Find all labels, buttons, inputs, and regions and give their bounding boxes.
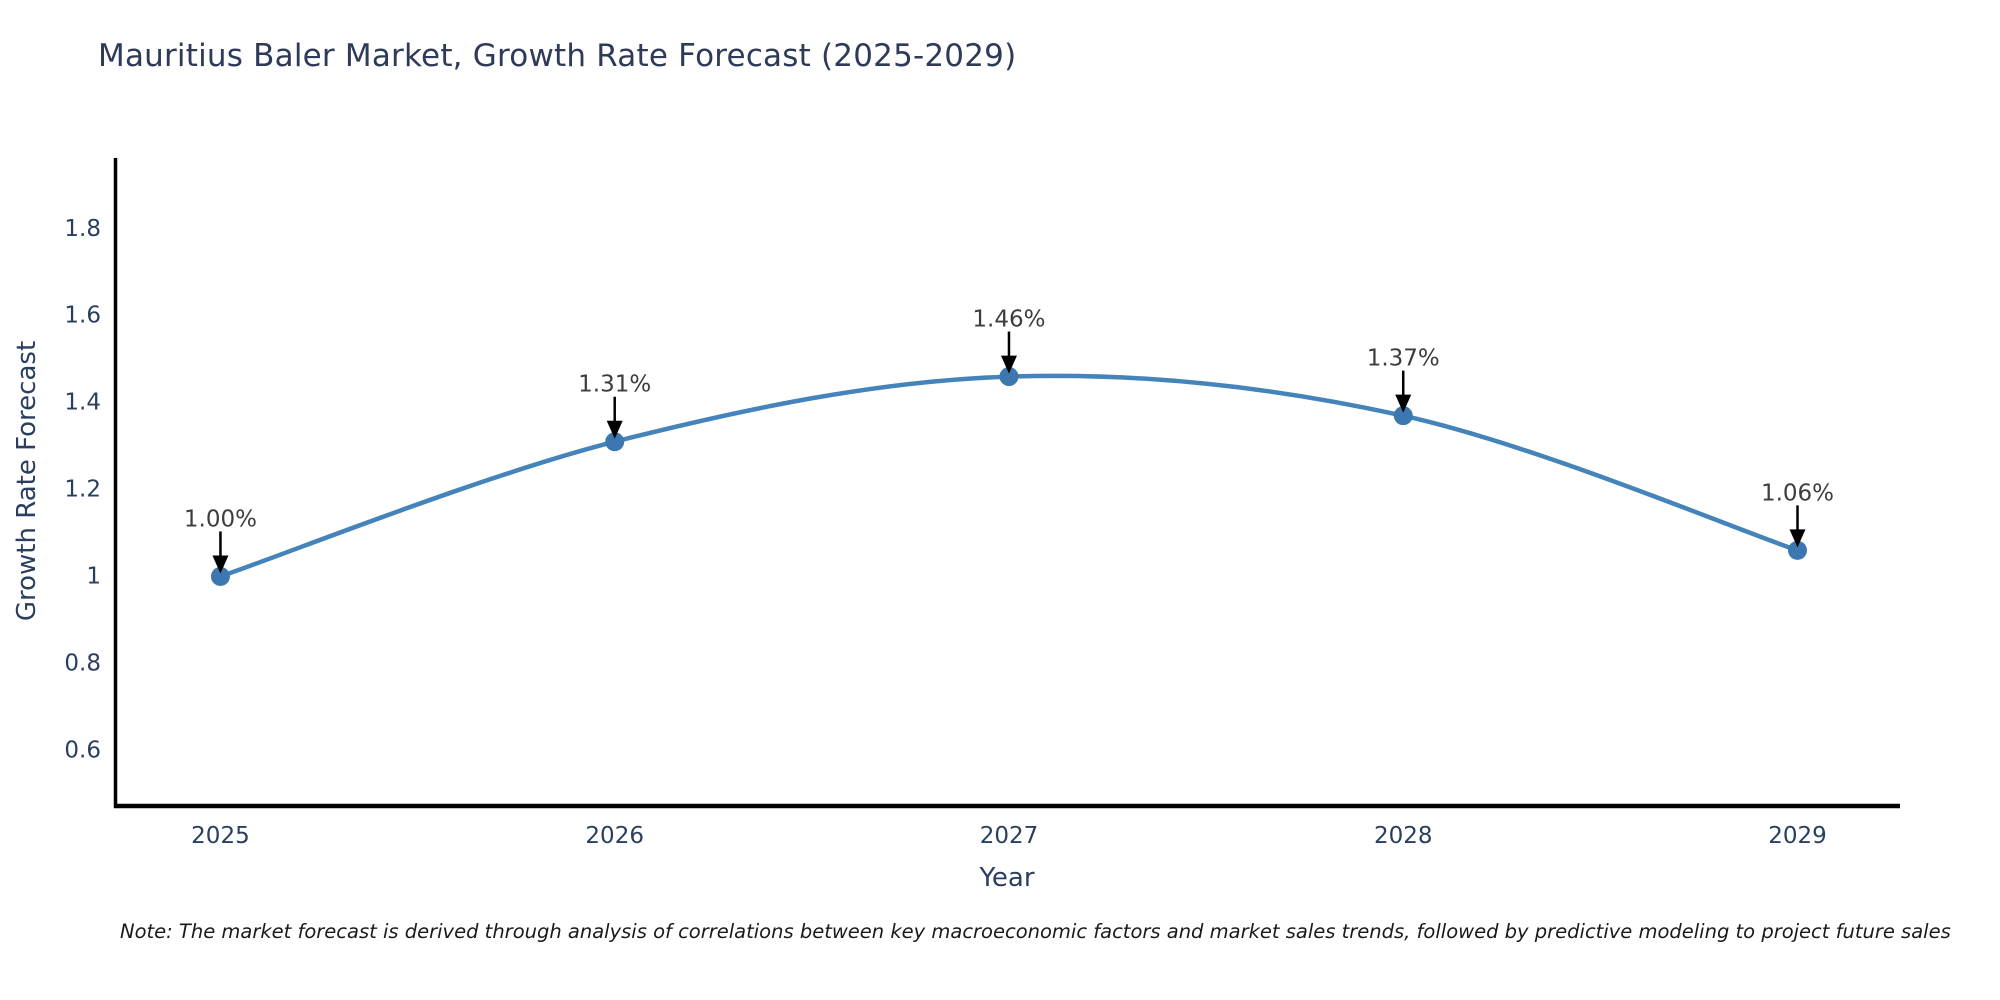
- data-point-marker: [1787, 540, 1807, 560]
- y-tick-label: 0.8: [64, 650, 101, 676]
- annotation-arrow-head: [1395, 394, 1412, 413]
- point-label: 1.37%: [1367, 346, 1440, 372]
- annotation-arrow-head: [1000, 355, 1017, 374]
- x-tick-label: 2027: [980, 823, 1039, 849]
- y-tick-label: 1.6: [64, 303, 101, 329]
- x-tick-label: 2026: [585, 823, 644, 849]
- y-tick-label: 1: [86, 563, 101, 589]
- data-point-marker: [210, 566, 230, 586]
- point-label: 1.06%: [1761, 480, 1834, 506]
- x-axis-title: Year: [979, 863, 1035, 893]
- x-tick-label: 2028: [1374, 823, 1433, 849]
- point-label: 1.46%: [972, 307, 1045, 333]
- data-point-marker: [999, 367, 1019, 387]
- annotation-arrow-head: [1789, 529, 1806, 548]
- point-label: 1.31%: [578, 372, 651, 398]
- data-point-marker: [605, 432, 625, 452]
- x-tick-label: 2029: [1768, 823, 1827, 849]
- y-tick-label: 1.8: [64, 216, 101, 242]
- y-axis-title: Growth Rate Forecast: [12, 340, 42, 622]
- forecast-line: [218, 373, 1800, 579]
- y-tick-label: 1.2: [64, 477, 101, 503]
- data-point-marker: [1393, 406, 1413, 426]
- x-tick-label: 2025: [191, 823, 250, 849]
- annotation-arrow-head: [212, 555, 229, 574]
- y-tick-label: 1.4: [64, 390, 101, 416]
- chart-title: Mauritius Baler Market, Growth Rate Fore…: [98, 38, 1017, 74]
- annotation-arrow-head: [606, 420, 623, 439]
- y-tick-label: 0.6: [64, 737, 101, 763]
- point-label: 1.00%: [184, 506, 257, 532]
- footnote: Note: The market forecast is derived thr…: [120, 920, 1951, 943]
